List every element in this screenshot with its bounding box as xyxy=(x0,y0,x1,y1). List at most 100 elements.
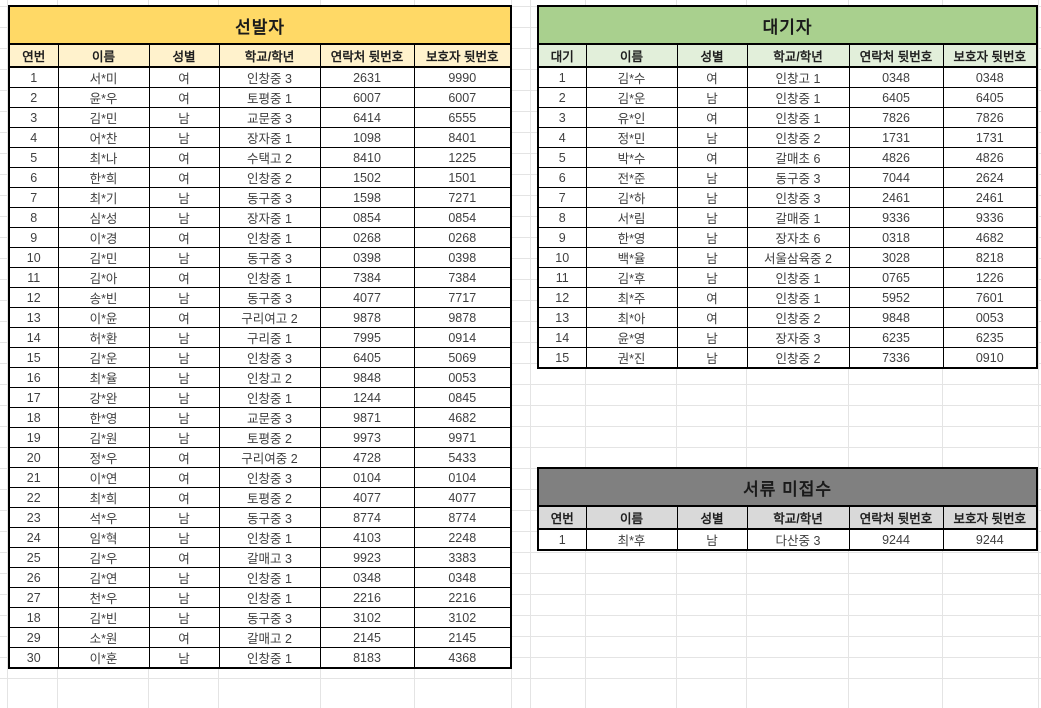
cell[interactable]: 26 xyxy=(8,567,59,588)
cell[interactable]: 9 xyxy=(8,227,59,248)
cell[interactable]: 장자중 3 xyxy=(746,327,850,348)
cell[interactable]: 8 xyxy=(537,207,587,228)
cell[interactable]: 13 xyxy=(537,307,587,328)
cell[interactable]: 6414 xyxy=(319,107,415,128)
cell[interactable]: 6007 xyxy=(413,87,512,108)
cell[interactable]: 여 xyxy=(676,66,748,88)
cell[interactable]: 동구중 3 xyxy=(218,507,321,528)
cell[interactable]: 0053 xyxy=(942,307,1038,328)
cell[interactable]: 인창중 3 xyxy=(746,187,850,208)
cell[interactable]: 교문중 3 xyxy=(218,107,321,128)
cell[interactable]: 14 xyxy=(8,327,59,348)
cell[interactable]: 0845 xyxy=(413,387,512,408)
cell[interactable]: 27 xyxy=(8,587,59,608)
cell[interactable]: 1 xyxy=(537,66,587,88)
col-header[interactable]: 이름 xyxy=(57,43,150,68)
cell[interactable]: 4368 xyxy=(413,647,512,669)
cell[interactable]: 5069 xyxy=(413,347,512,368)
cell[interactable]: 이*훈 xyxy=(57,647,150,669)
cell[interactable]: 남 xyxy=(148,387,220,408)
cell[interactable]: 0914 xyxy=(413,327,512,348)
cell[interactable]: 토평중 2 xyxy=(218,427,321,448)
col-header[interactable]: 이름 xyxy=(585,505,678,530)
col-header[interactable]: 보호자 뒷번호 xyxy=(942,43,1038,68)
cell[interactable]: 2 xyxy=(537,87,587,108)
cell[interactable]: 서*미 xyxy=(57,66,150,88)
cell[interactable]: 6405 xyxy=(319,347,415,368)
cell[interactable]: 장자중 1 xyxy=(218,127,321,148)
cell[interactable]: 3102 xyxy=(413,607,512,628)
waitlist-title[interactable]: 대기자 xyxy=(537,5,1038,45)
cell[interactable]: 남 xyxy=(148,607,220,628)
cell[interactable]: 0104 xyxy=(319,467,415,488)
cell[interactable]: 4682 xyxy=(942,227,1038,248)
cell[interactable]: 2461 xyxy=(848,187,944,208)
cell[interactable]: 7 xyxy=(537,187,587,208)
cell[interactable]: 김*민 xyxy=(57,107,150,128)
cell[interactable]: 9848 xyxy=(319,367,415,388)
cell[interactable]: 29 xyxy=(8,627,59,648)
cell[interactable]: 인창중 2 xyxy=(746,127,850,148)
cell[interactable]: 남 xyxy=(148,327,220,348)
cell[interactable]: 2624 xyxy=(942,167,1038,188)
cell[interactable]: 인창고 1 xyxy=(746,66,850,88)
cell[interactable]: 남 xyxy=(148,407,220,428)
cell[interactable]: 어*찬 xyxy=(57,127,150,148)
cell[interactable]: 최*주 xyxy=(585,287,678,308)
cell[interactable]: 정*우 xyxy=(57,447,150,468)
col-header[interactable]: 대기 xyxy=(537,43,587,68)
cell[interactable]: 23 xyxy=(8,507,59,528)
cell[interactable]: 0318 xyxy=(848,227,944,248)
cell[interactable]: 22 xyxy=(8,487,59,508)
cell[interactable]: 인창중 3 xyxy=(218,66,321,88)
cell[interactable]: 1244 xyxy=(319,387,415,408)
cell[interactable]: 9336 xyxy=(942,207,1038,228)
cell[interactable]: 남 xyxy=(148,187,220,208)
cell[interactable]: 인창중 1 xyxy=(218,387,321,408)
cell[interactable]: 8410 xyxy=(319,147,415,168)
cell[interactable]: 갈매중 1 xyxy=(746,207,850,228)
col-header[interactable]: 연락처 뒷번호 xyxy=(848,505,944,530)
cell[interactable]: 인창중 1 xyxy=(218,527,321,548)
cell[interactable]: 여 xyxy=(148,487,220,508)
cell[interactable]: 서울삼육중 2 xyxy=(746,247,850,268)
cell[interactable]: 9878 xyxy=(319,307,415,328)
cell[interactable]: 남 xyxy=(148,567,220,588)
cell[interactable]: 8401 xyxy=(413,127,512,148)
cell[interactable]: 남 xyxy=(148,647,220,669)
cell[interactable]: 최*기 xyxy=(57,187,150,208)
cell[interactable]: 여 xyxy=(148,167,220,188)
cell[interactable]: 7271 xyxy=(413,187,512,208)
cell[interactable]: 1098 xyxy=(319,127,415,148)
cell[interactable]: 3102 xyxy=(319,607,415,628)
cell[interactable]: 김*후 xyxy=(585,267,678,288)
cell[interactable]: 서*림 xyxy=(585,207,678,228)
cell[interactable]: 한*영 xyxy=(57,407,150,428)
cell[interactable]: 4826 xyxy=(942,147,1038,168)
cell[interactable]: 7384 xyxy=(319,267,415,288)
cell[interactable]: 다산중 3 xyxy=(746,528,850,551)
cell[interactable]: 1 xyxy=(537,528,587,551)
cell[interactable]: 최*나 xyxy=(57,147,150,168)
cell[interactable]: 동구중 3 xyxy=(746,167,850,188)
cell[interactable]: 9244 xyxy=(848,528,944,551)
cell[interactable]: 여 xyxy=(148,307,220,328)
cell[interactable]: 권*진 xyxy=(585,347,678,369)
cell[interactable]: 20 xyxy=(8,447,59,468)
cell[interactable]: 5952 xyxy=(848,287,944,308)
cell[interactable]: 1501 xyxy=(413,167,512,188)
cell[interactable]: 17 xyxy=(8,387,59,408)
cell[interactable]: 남 xyxy=(148,127,220,148)
col-header[interactable]: 학교/학년 xyxy=(746,43,850,68)
cell[interactable]: 김*우 xyxy=(57,547,150,568)
col-header[interactable]: 학교/학년 xyxy=(218,43,321,68)
cell[interactable]: 최*후 xyxy=(585,528,678,551)
cell[interactable]: 여 xyxy=(148,467,220,488)
cell[interactable]: 21 xyxy=(8,467,59,488)
cell[interactable]: 임*혁 xyxy=(57,527,150,548)
cell[interactable]: 19 xyxy=(8,427,59,448)
cell[interactable]: 인창중 1 xyxy=(218,567,321,588)
cell[interactable]: 전*준 xyxy=(585,167,678,188)
cell[interactable]: 남 xyxy=(676,87,748,108)
cell[interactable]: 0348 xyxy=(942,66,1038,88)
